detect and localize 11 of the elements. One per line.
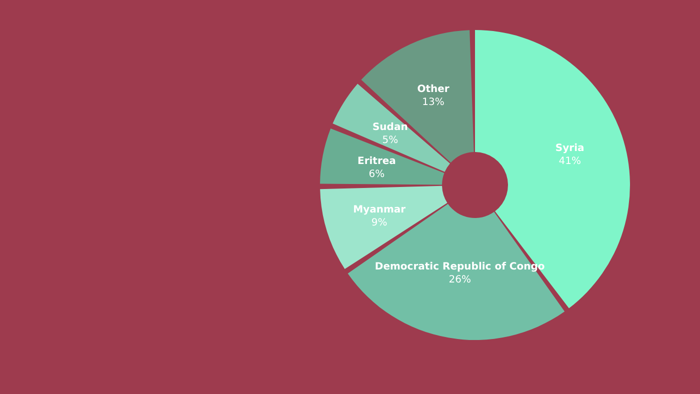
slice-label: Syria bbox=[555, 142, 584, 154]
data-label: 41% bbox=[558, 156, 581, 167]
slice-label: Myanmar bbox=[353, 204, 406, 216]
data-label: 6% bbox=[368, 169, 385, 180]
data-label: 13% bbox=[422, 97, 444, 108]
data-label: 26% bbox=[448, 274, 471, 286]
slice-label: Other bbox=[417, 84, 450, 95]
slice-label: Sudan bbox=[372, 122, 408, 133]
data-label: 9% bbox=[371, 218, 388, 229]
data-label: 5% bbox=[382, 134, 398, 146]
slice-label: Eritrea bbox=[357, 156, 396, 168]
